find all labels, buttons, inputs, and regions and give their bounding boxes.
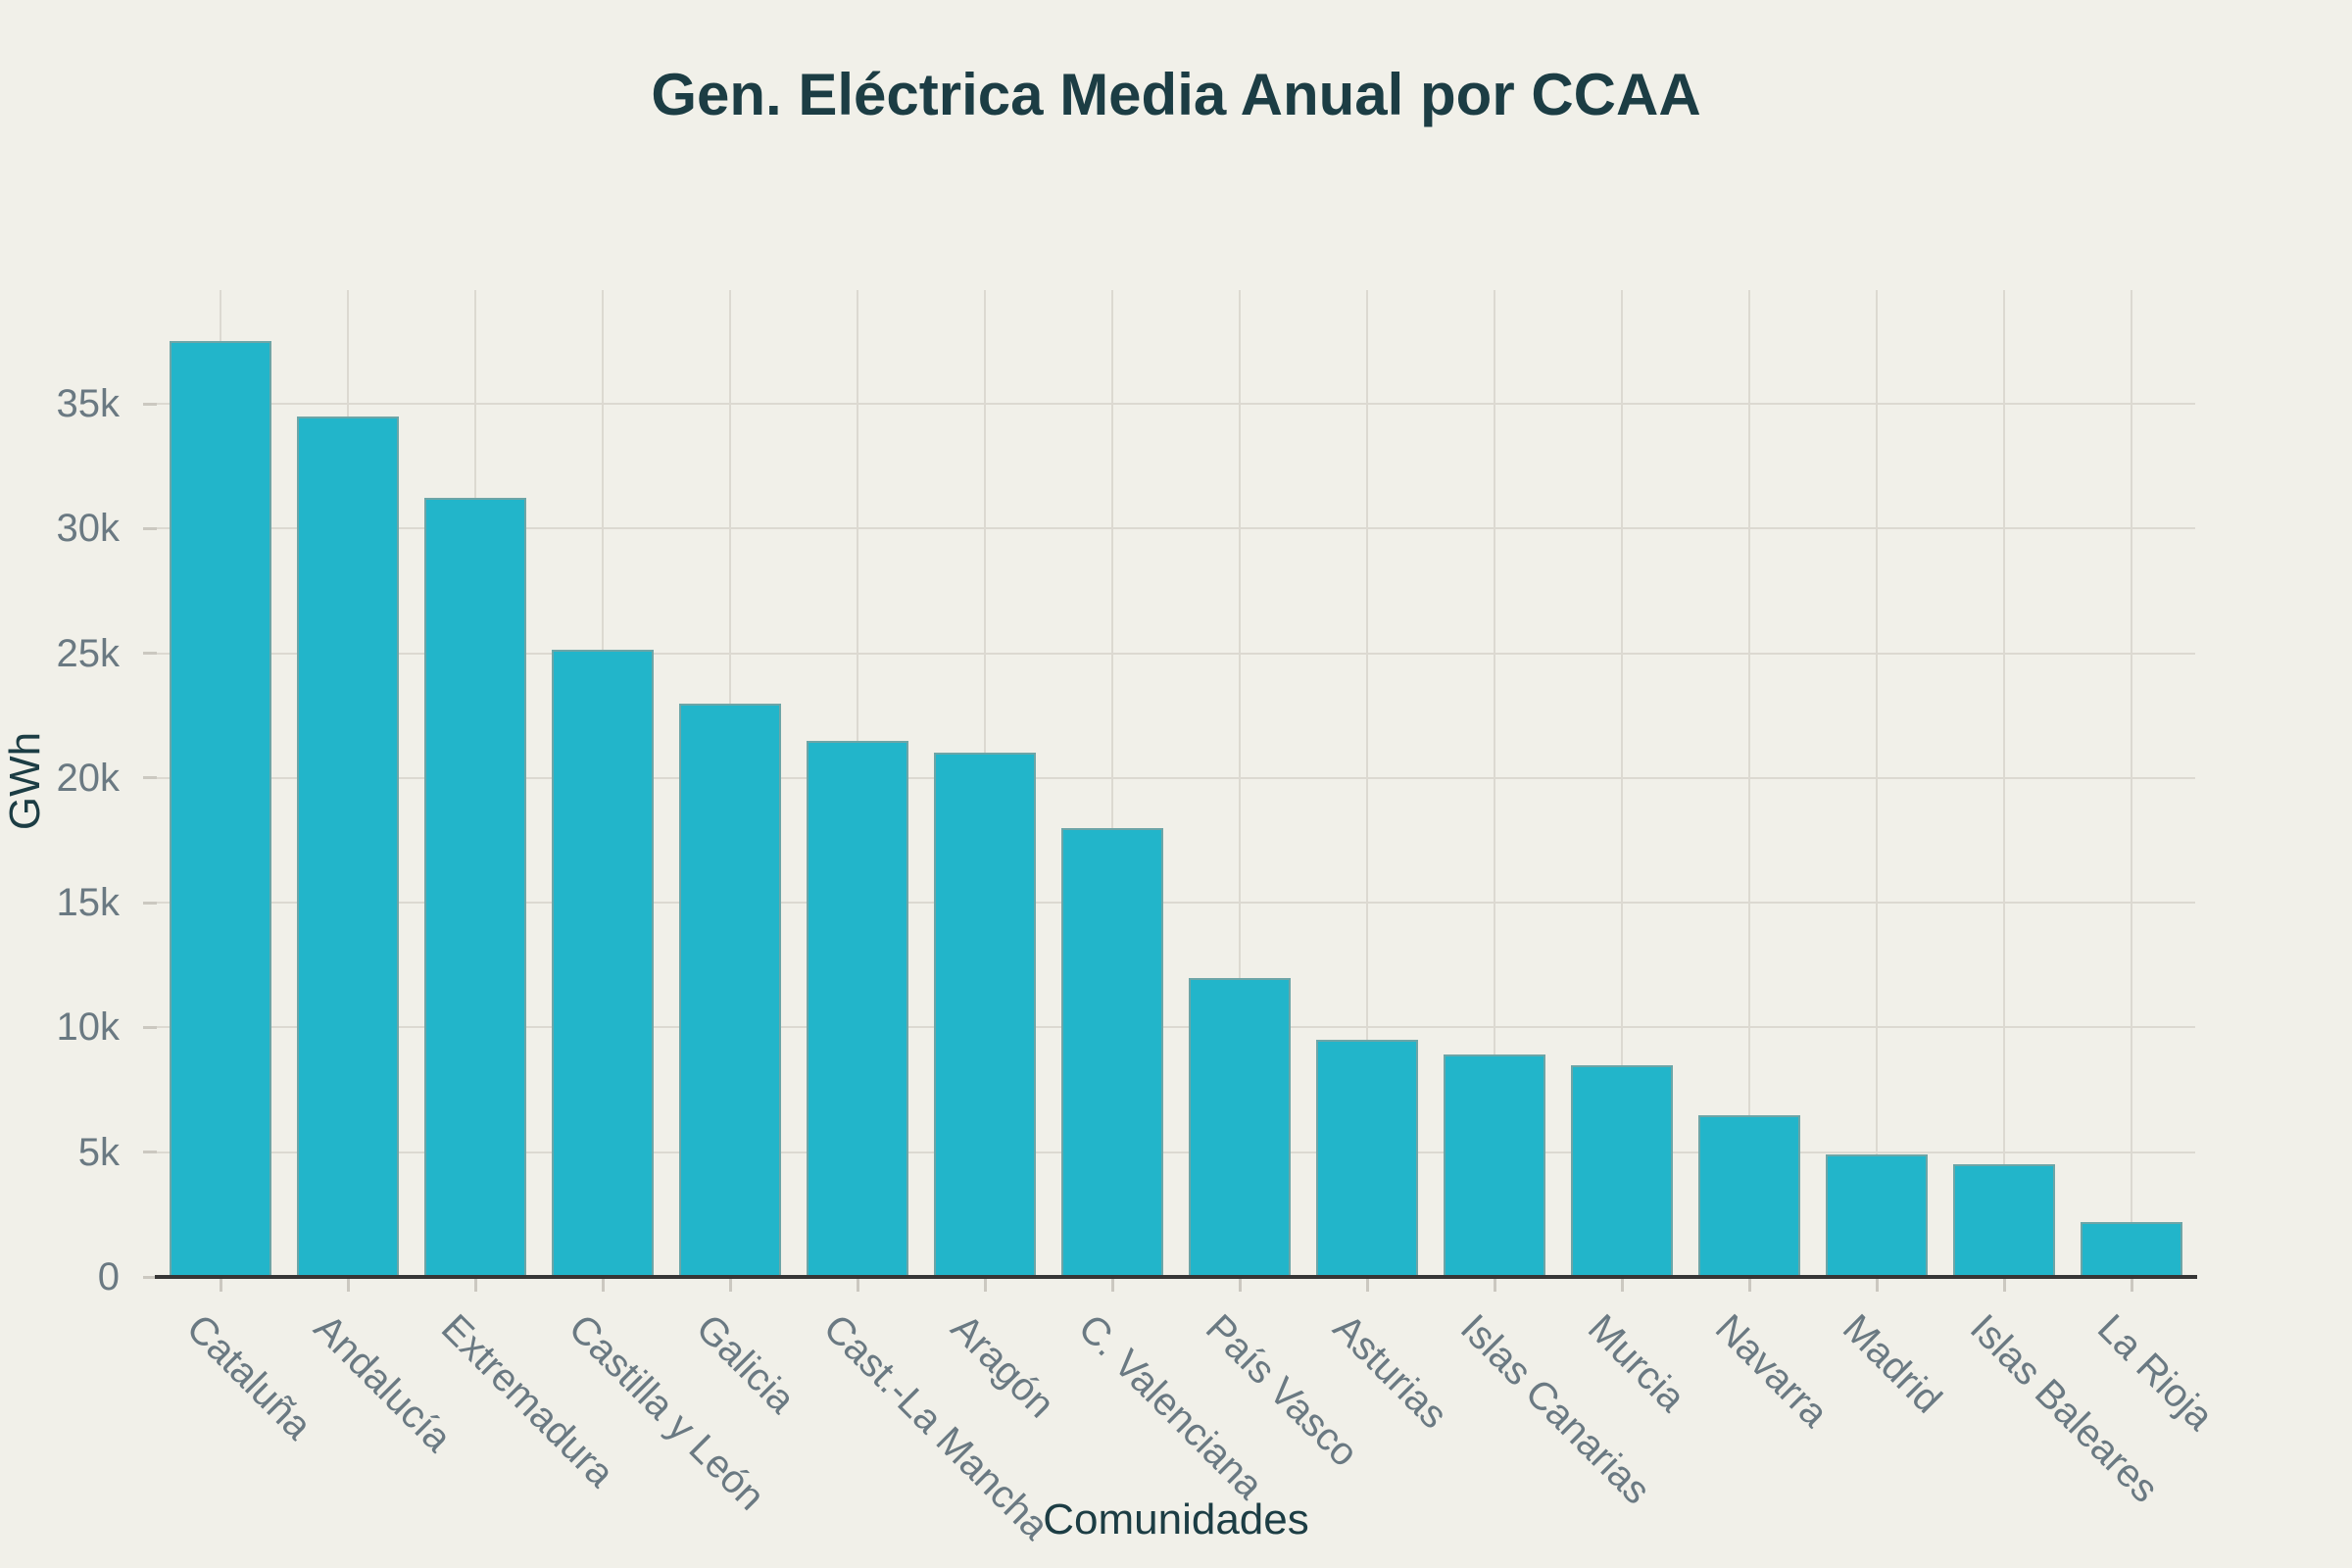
x-tick-mark — [1875, 1279, 1879, 1292]
x-tick-mark — [728, 1279, 732, 1292]
x-tick-mark — [983, 1279, 987, 1292]
gridline-y-10k — [157, 1026, 2195, 1029]
gridline-y-35k — [157, 403, 2195, 406]
chart-title: Gen. Eléctrica Media Anual por CCAA — [651, 62, 1701, 127]
gridline-x-islas-baleares — [2003, 290, 2005, 1277]
bar-castilla-y-le-n[interactable] — [552, 649, 654, 1277]
plot-area — [157, 290, 2195, 1277]
gridline-x-murcia — [1621, 290, 1623, 1277]
y-tick-mark — [143, 1025, 157, 1029]
y-tick-mark — [143, 652, 157, 656]
y-tick-label-15k: 15k — [56, 881, 121, 925]
bar-pa-s-vasco[interactable] — [1189, 977, 1291, 1277]
x-tick-mark — [473, 1279, 477, 1292]
y-tick-mark — [143, 526, 157, 530]
bar-andaluc-a[interactable] — [297, 416, 399, 1277]
x-tick-mark — [1110, 1279, 1114, 1292]
x-tick-mark — [601, 1279, 605, 1292]
gridline-y-15k — [157, 902, 2195, 905]
y-tick-label-30k: 30k — [56, 507, 121, 551]
x-tick-mark — [2130, 1279, 2133, 1292]
bar-islas-baleares[interactable] — [1953, 1164, 2055, 1277]
y-tick-mark — [143, 1275, 157, 1279]
x-tick-mark — [219, 1279, 222, 1292]
bar-galicia[interactable] — [679, 703, 781, 1277]
x-tick-mark — [1747, 1279, 1751, 1292]
x-tick-label-catalu-a: Cataluña — [177, 1306, 320, 1448]
x-tick-mark — [346, 1279, 350, 1292]
bar-navarra[interactable] — [1698, 1114, 1800, 1277]
x-tick-label-asturias: Asturias — [1324, 1306, 1456, 1438]
gridline-y-30k — [157, 527, 2195, 530]
gridline-x-la-rioja — [2131, 290, 2132, 1277]
x-tick-mark — [1620, 1279, 1624, 1292]
gridline-x-pa-s-vasco — [1239, 290, 1241, 1277]
bar-la-rioja[interactable] — [2081, 1222, 2182, 1277]
x-tick-mark — [856, 1279, 859, 1292]
gridline-x-asturias — [1366, 290, 1368, 1277]
x-tick-label-madrid: Madrid — [1834, 1306, 1950, 1422]
bar-madrid[interactable] — [1826, 1154, 1928, 1277]
gridline-y-5k — [157, 1151, 2195, 1153]
bar-murcia[interactable] — [1571, 1064, 1673, 1277]
x-tick-label-galicia: Galicia — [687, 1306, 804, 1422]
y-tick-mark — [143, 901, 157, 905]
bar-extremadura[interactable] — [424, 497, 526, 1277]
y-tick-label-25k: 25k — [56, 631, 121, 675]
y-tick-label-5k: 5k — [77, 1130, 120, 1174]
x-axis-line — [155, 1275, 2197, 1279]
x-tick-mark — [1493, 1279, 1496, 1292]
x-tick-label-murcia: Murcia — [1579, 1306, 1693, 1420]
x-tick-label-arag-n: Aragón — [942, 1306, 1063, 1427]
bar-catalu-a[interactable] — [170, 341, 271, 1277]
bar-arag-n[interactable] — [934, 753, 1036, 1277]
x-axis-title: Comunidades — [1043, 1495, 1309, 1544]
bar-cast-la-mancha[interactable] — [807, 740, 908, 1277]
x-tick-label-navarra: Navarra — [1706, 1306, 1837, 1436]
x-tick-mark — [2002, 1279, 2006, 1292]
x-tick-label-la-rioja: La Rioja — [2088, 1306, 2222, 1439]
y-tick-label-10k: 10k — [56, 1005, 121, 1050]
bar-asturias[interactable] — [1316, 1040, 1418, 1277]
bar-islas-canarias[interactable] — [1444, 1054, 1545, 1277]
gridline-y-20k — [157, 776, 2195, 779]
y-tick-label-0: 0 — [97, 1255, 120, 1298]
gridline-x-islas-canarias — [1494, 290, 1495, 1277]
x-tick-label-andaluc-a: Andalucía — [305, 1306, 460, 1460]
x-tick-mark — [1238, 1279, 1242, 1292]
y-tick-label-35k: 35k — [56, 382, 121, 426]
gridline-y-25k — [157, 652, 2195, 655]
x-tick-mark — [1365, 1279, 1369, 1292]
bar-c-valenciana[interactable] — [1061, 827, 1163, 1277]
gridline-x-madrid — [1876, 290, 1878, 1277]
gridline-x-c-valenciana — [1111, 290, 1113, 1277]
gridline-x-navarra — [1748, 290, 1750, 1277]
y-tick-label-20k: 20k — [56, 756, 121, 800]
y-tick-mark — [143, 1151, 157, 1154]
y-tick-mark — [143, 776, 157, 780]
y-tick-mark — [143, 402, 157, 406]
